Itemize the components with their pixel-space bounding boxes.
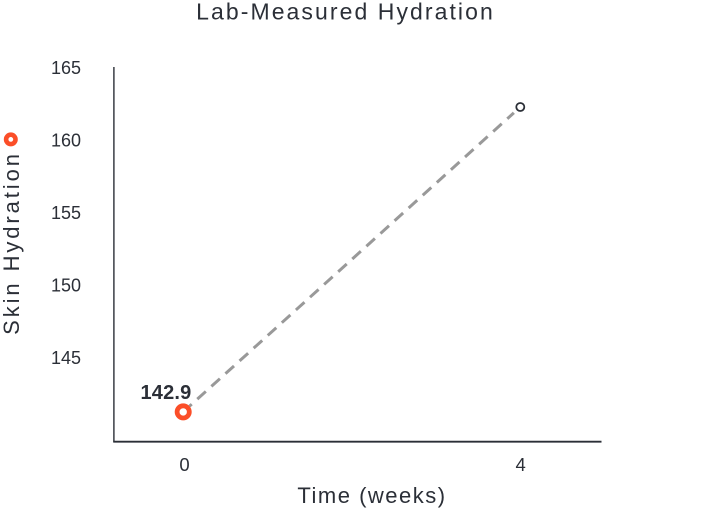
svg-text:150: 150	[51, 275, 81, 295]
svg-text:0: 0	[179, 454, 189, 475]
svg-text:Skin Hydration: Skin Hydration	[0, 151, 24, 335]
svg-text:Time (weeks): Time (weeks)	[297, 483, 446, 508]
svg-text:142.9: 142.9	[140, 382, 191, 404]
svg-text:165: 165	[51, 58, 81, 78]
svg-text:145: 145	[51, 348, 81, 368]
svg-text:Lab-Measured Hydration: Lab-Measured Hydration	[196, 0, 495, 25]
svg-text:160: 160	[51, 130, 81, 150]
svg-text:4: 4	[516, 454, 526, 475]
svg-text:155: 155	[51, 203, 81, 223]
